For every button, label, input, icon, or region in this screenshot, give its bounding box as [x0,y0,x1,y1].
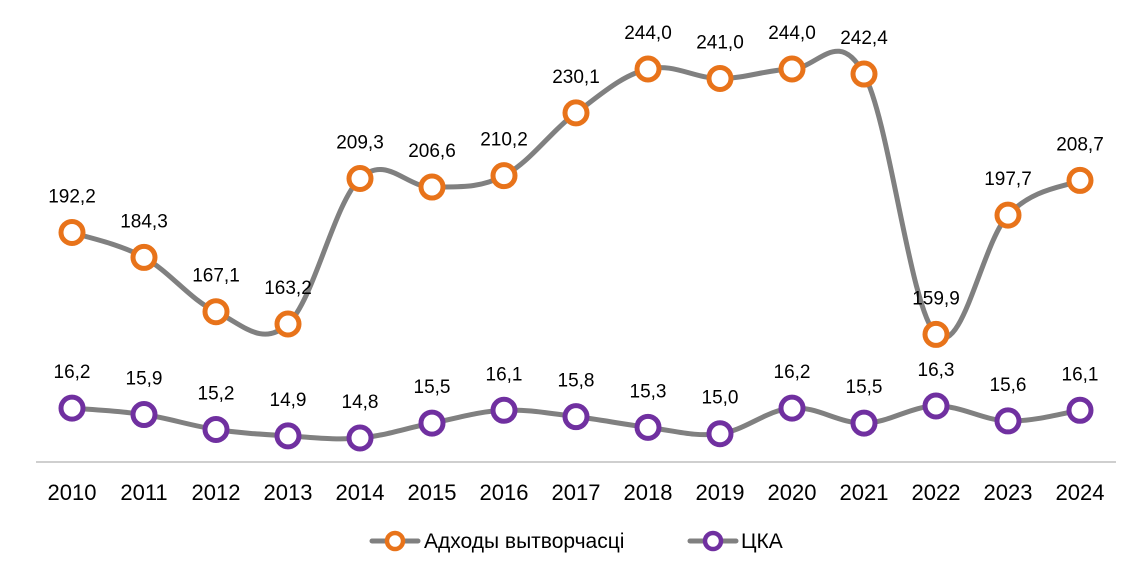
data-label: 241,0 [696,32,744,53]
data-point [706,420,734,448]
data-label: 16,1 [1062,364,1099,385]
data-point [562,403,590,431]
data-point [274,310,302,338]
data-label: 15,0 [702,388,739,409]
x-tick-label: 2013 [264,480,313,505]
legend-label-production-waste: Адходы вытворчасці [424,530,624,553]
x-tick-label: 2019 [696,480,745,505]
data-label: 244,0 [624,23,672,44]
data-label: 15,3 [630,381,667,402]
data-label: 16,1 [486,364,523,385]
data-label: 14,8 [342,392,379,413]
data-point [634,413,662,441]
legend-item-tka: ЦКА [687,530,783,553]
data-point [778,394,806,422]
data-label: 14,9 [270,390,307,411]
x-tick-label: 2010 [48,480,97,505]
x-tick-label: 2015 [408,480,457,505]
data-point [418,409,446,437]
data-point [202,298,230,326]
data-point [418,173,446,201]
data-label: 15,8 [558,371,595,392]
data-label: 15,5 [414,377,451,398]
x-tick-label: 2012 [192,480,241,505]
x-tick-label: 2011 [120,480,167,505]
data-label: 242,4 [840,28,888,49]
data-point [274,422,302,450]
data-point [778,55,806,83]
x-tick-label: 2018 [624,480,673,505]
data-point [490,396,518,424]
data-label: 192,2 [48,186,96,207]
x-tick-label: 2016 [480,480,529,505]
data-label: 230,1 [552,67,600,88]
legend-label-tka: ЦКА [741,530,783,553]
data-label: 159,9 [912,288,960,309]
legend: Адходы вытворчасці ЦКА [369,530,783,553]
series-layer: 192,2 184,3 167,1 163,2 209,3 206,6 210,2 230,1… [48,23,1104,452]
data-point [994,407,1022,435]
x-tick-label: 2023 [984,480,1033,505]
data-point [346,424,374,452]
legend-item-production-waste: Адходы вытворчасці [369,530,624,553]
x-tick-label: 2014 [336,480,385,505]
series-tka: 16,2 15,9 15,2 14,9 14,8 15,5 16,1 15,8 15,3 15,0… [54,360,1099,452]
data-label: 197,7 [984,169,1032,190]
data-label: 15,6 [990,375,1027,396]
data-point [202,415,230,443]
data-point [922,392,950,420]
data-label: 16,2 [774,362,811,383]
legend-marker-production-waste [384,530,406,552]
x-tick-label: 2021 [840,480,889,505]
x-tick-labels: 2010 2011 2012 2013 2014 2015 2016 2017 2018 2019… [48,480,1105,505]
x-tick-label: 2022 [912,480,961,505]
data-label: 244,0 [768,23,816,44]
data-point [562,99,590,127]
data-label: 167,1 [192,266,240,287]
data-point [850,60,878,88]
data-label: 210,2 [480,130,528,151]
data-label: 15,9 [126,369,163,390]
data-label: 15,5 [846,377,883,398]
series-production-waste: 192,2 184,3 167,1 163,2 209,3 206,6 210,2 230,1… [48,23,1104,348]
data-label: 15,2 [198,383,235,404]
legend-marker-tka [702,530,724,552]
data-point [346,165,374,193]
x-tick-label: 2024 [1056,480,1105,505]
x-tick-label: 2020 [768,480,817,505]
data-point [706,64,734,92]
data-label: 206,6 [408,141,456,162]
x-tick-label: 2017 [552,480,601,505]
data-point [922,320,950,348]
data-label: 209,3 [336,133,384,154]
data-point [850,409,878,437]
data-point [58,394,86,422]
data-label: 208,7 [1056,134,1104,155]
data-label: 16,3 [918,360,955,381]
data-point [1066,396,1094,424]
data-label: 16,2 [54,362,91,383]
data-point [58,218,86,246]
data-label: 184,3 [120,211,168,232]
data-point [1066,166,1094,194]
data-point [994,201,1022,229]
data-point [130,243,158,271]
data-point [634,55,662,83]
data-label: 163,2 [264,278,312,299]
data-point [130,401,158,429]
data-point [490,162,518,190]
